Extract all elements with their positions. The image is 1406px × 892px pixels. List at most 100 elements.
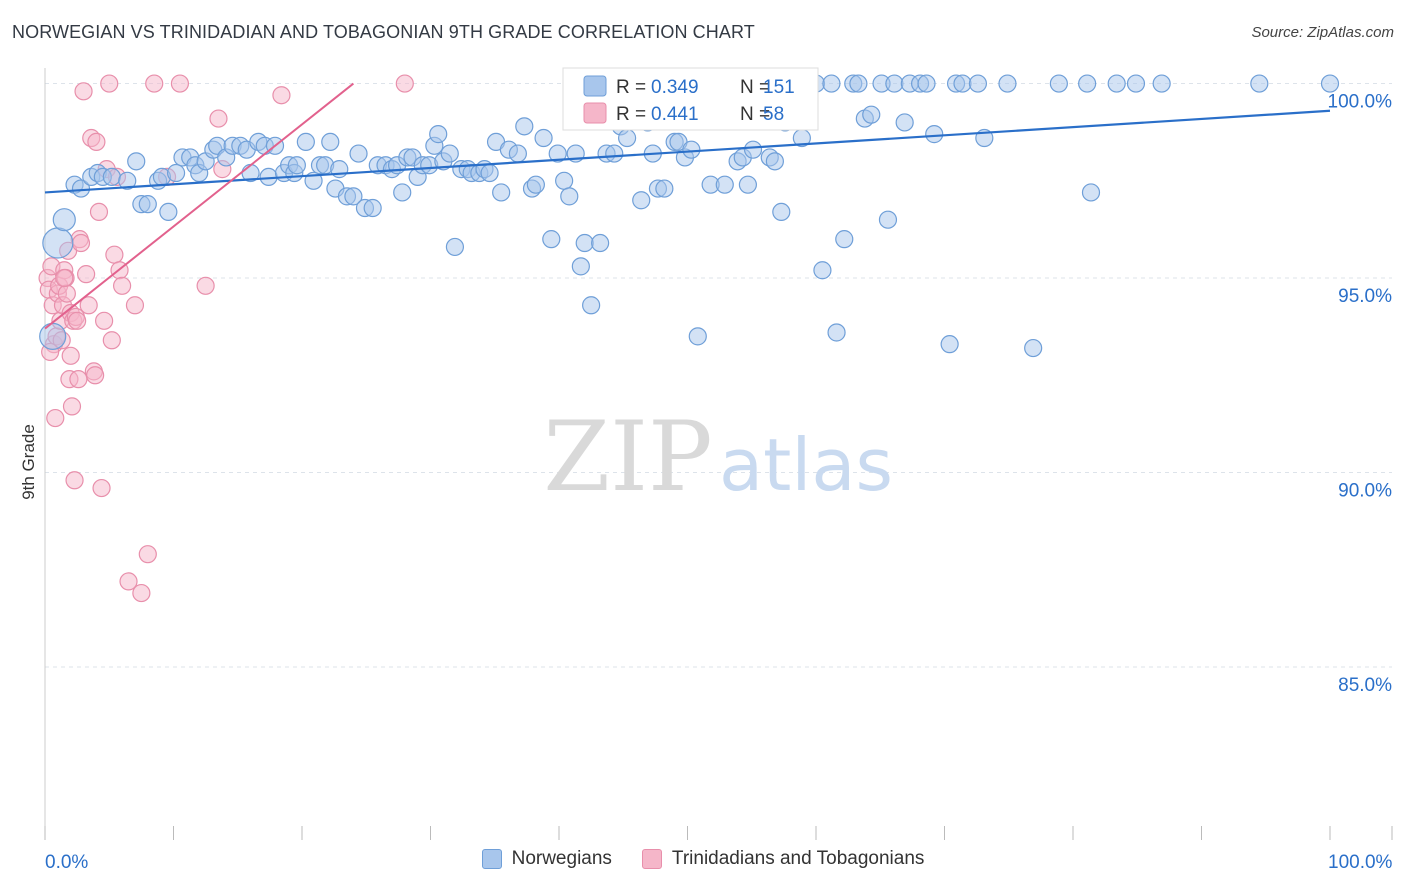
norwegian-point xyxy=(715,175,734,194)
norwegian-point xyxy=(605,144,624,163)
norwegian-point xyxy=(39,322,67,350)
norwegian-point xyxy=(1250,74,1269,93)
trinidadian-point xyxy=(65,471,84,490)
x-tick-label-max: 100.0% xyxy=(1328,852,1393,873)
norwegian-point xyxy=(940,335,959,354)
norwegian-point xyxy=(1081,183,1101,202)
norwegian-point xyxy=(555,171,574,190)
norwegian-point xyxy=(127,152,146,171)
norwegian-point xyxy=(835,230,854,249)
norwegian-point xyxy=(862,105,881,124)
trinidadian-point xyxy=(105,245,124,264)
trinidadian-point xyxy=(112,276,132,295)
watermark-zip: ZIP xyxy=(543,401,712,513)
norwegian-point xyxy=(618,128,637,148)
trinidadian-point xyxy=(100,74,119,93)
norwegian-point xyxy=(772,202,791,222)
trinidadian-point xyxy=(46,408,65,428)
norwegian-point xyxy=(813,261,832,280)
trinidadian-point xyxy=(62,397,82,416)
norwegian-point xyxy=(1024,338,1043,358)
norwegian-point xyxy=(542,230,561,249)
norwegian-point xyxy=(508,144,527,163)
axes xyxy=(44,68,1393,840)
norwegian-point xyxy=(492,183,511,202)
norwegian-point xyxy=(632,191,651,210)
norwegian-point xyxy=(159,202,178,222)
trinidadian-point xyxy=(74,82,93,101)
legend-item-trinidadians[interactable]: Trinidadians and Tobagonians xyxy=(641,848,924,870)
trinidadian-point xyxy=(89,202,109,222)
x-tick-label-min: 0.0% xyxy=(45,852,89,873)
y-tick-label: 100.0% xyxy=(1328,92,1393,113)
trinidadian-point xyxy=(132,583,151,603)
y-tick-label: 85.0% xyxy=(1338,675,1392,696)
norwegian-point xyxy=(287,156,306,175)
trinidadian-point xyxy=(395,74,414,93)
legend-r-label: R = xyxy=(616,77,646,98)
norwegian-point xyxy=(765,152,784,171)
trinidadian-point xyxy=(119,572,138,591)
trinidadian-point xyxy=(55,268,74,288)
trinidadian-point xyxy=(196,276,215,295)
trinidadian-point xyxy=(272,86,291,105)
norwegian-point xyxy=(393,183,412,202)
y-tick-label: 95.0% xyxy=(1338,286,1392,307)
norwegian-point xyxy=(166,163,186,183)
trinidadian-point xyxy=(209,109,228,128)
legend-item-norwegians[interactable]: Norwegians xyxy=(481,848,612,870)
norwegian-point xyxy=(296,132,315,151)
norwegian-point xyxy=(738,175,757,194)
trinidadian-point xyxy=(95,311,114,330)
trinidadian-point xyxy=(170,74,190,93)
stats-legend: R = 0.349 N = 151 R = 0.441 N = 58 xyxy=(562,67,819,131)
norwegians-trend-line xyxy=(44,109,1331,194)
norwegian-point xyxy=(138,195,157,214)
norwegian-point xyxy=(1049,74,1068,93)
norwegian-point xyxy=(743,140,763,159)
norwegian-point xyxy=(52,208,76,232)
trinidadian-point xyxy=(69,370,88,389)
legend-label-norwegians: Norwegians xyxy=(511,848,612,869)
y-axis-labels: 100.0% 95.0% 90.0% 85.0% xyxy=(1328,92,1393,696)
chart-title: NORWEGIAN VS TRINIDADIAN AND TOBAGONIAN … xyxy=(12,22,755,42)
trinidadian-point xyxy=(145,74,164,93)
norwegian-point xyxy=(118,171,137,190)
norwegian-point xyxy=(363,198,382,218)
legend-n-label: N = xyxy=(740,77,770,98)
norwegian-point xyxy=(655,179,674,198)
watermark-atlas: atlas xyxy=(719,423,893,507)
trinidadian-point xyxy=(102,331,121,350)
norwegian-point xyxy=(968,74,988,93)
norwegian-point xyxy=(102,167,121,187)
norwegian-point xyxy=(582,296,601,315)
norwegian-point xyxy=(682,140,701,159)
norwegian-point xyxy=(1320,74,1340,93)
trinidadian-point xyxy=(125,296,145,315)
trinidadian-point xyxy=(92,478,111,498)
norwegian-point xyxy=(440,144,459,163)
norwegian-point xyxy=(560,187,579,206)
norwegian-point xyxy=(321,132,340,151)
norwegian-point xyxy=(591,233,610,253)
legend-swatch-trinidadians xyxy=(641,849,662,869)
norwegian-point xyxy=(42,227,74,259)
legend-n-value: 151 xyxy=(763,77,795,98)
norwegian-point xyxy=(849,74,868,93)
watermark: ZIP atlas xyxy=(543,401,893,513)
legend-n-value: 58 xyxy=(763,104,784,125)
norwegian-point xyxy=(895,113,914,132)
norwegian-point xyxy=(534,128,553,148)
norwegian-point xyxy=(822,74,841,93)
norwegian-point xyxy=(917,74,936,93)
trinidadian-point xyxy=(71,233,91,253)
norwegian-point xyxy=(515,117,534,136)
trinidadian-point xyxy=(138,545,157,564)
norwegian-point xyxy=(526,175,545,194)
legend-r-label: R = xyxy=(616,104,646,125)
legend-r-value: 0.349 xyxy=(651,77,699,98)
legend-r-value: 0.441 xyxy=(651,104,699,125)
trinidadian-point xyxy=(77,265,96,284)
trinidadians-trend-line xyxy=(44,82,355,330)
y-axis-title: 9th Grade xyxy=(19,424,38,500)
